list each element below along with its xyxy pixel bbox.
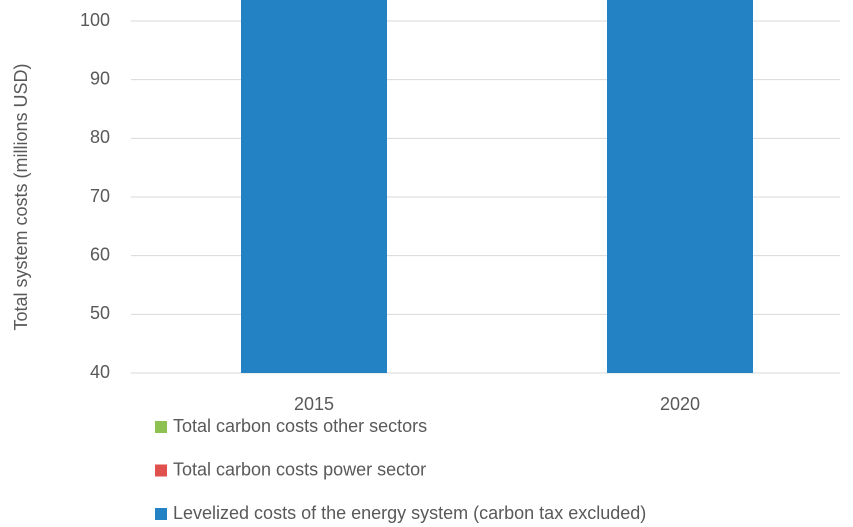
legend-label: Levelized costs of the energy system (ca…: [173, 503, 646, 523]
y-tick-label: 40: [90, 362, 110, 382]
legend-swatch: [155, 421, 167, 433]
y-tick-label: 80: [90, 127, 110, 147]
y-tick-label: 100: [80, 10, 110, 30]
x-tick-label: 2020: [660, 394, 700, 414]
y-tick-label: 70: [90, 186, 110, 206]
legend-swatch: [155, 464, 167, 477]
y-tick-label: 50: [90, 303, 110, 323]
y-tick-label: 60: [90, 244, 110, 264]
x-tick-label: 2015: [294, 394, 334, 414]
legend-swatch: [155, 508, 167, 520]
legend-label: Total carbon costs power sector: [173, 459, 426, 479]
y-axis-title: Total system costs (millions USD): [11, 63, 31, 330]
legend-label: Total carbon costs other sectors: [173, 416, 427, 436]
bar-segment: [241, 0, 387, 373]
bar-segment: [607, 0, 753, 373]
y-tick-label: 90: [90, 68, 110, 88]
